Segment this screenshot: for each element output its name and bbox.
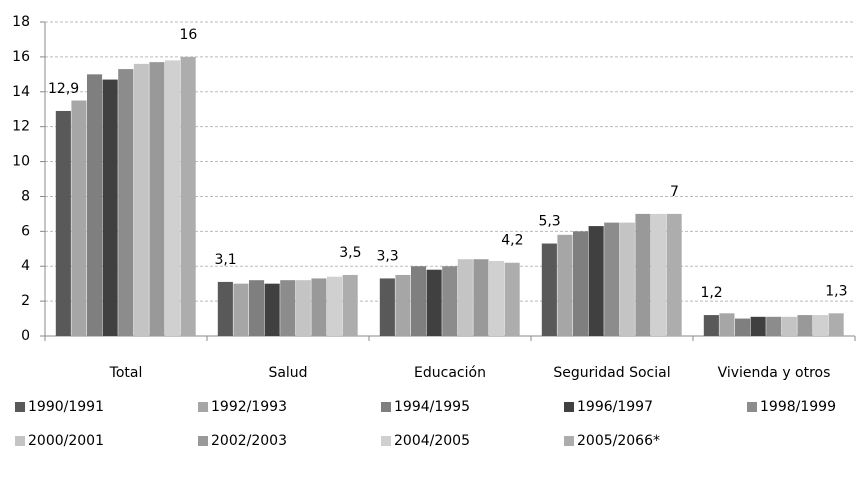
- legend-swatch: [15, 436, 25, 446]
- y-tick-label: 8: [21, 188, 30, 204]
- y-tick-label: 2: [21, 293, 30, 309]
- bar: [426, 269, 442, 336]
- bar: [651, 213, 667, 336]
- bar: [217, 281, 233, 336]
- legend-swatch: [564, 436, 574, 446]
- x-tick-label: Seguridad Social: [553, 365, 670, 381]
- bar: [180, 56, 196, 337]
- x-tick-label: Vivienda y otros: [718, 365, 831, 381]
- bar: [719, 313, 735, 336]
- legend-swatch: [198, 402, 208, 412]
- legend-label: 2000/2001: [28, 433, 104, 449]
- bar: [828, 313, 844, 336]
- y-tick-label: 6: [21, 223, 30, 239]
- legend-label: 2004/2005: [394, 433, 470, 449]
- bar: [55, 110, 71, 336]
- data-label: 5,3: [538, 214, 560, 230]
- y-tick-label: 12: [12, 119, 30, 135]
- bar: [249, 280, 265, 336]
- data-label: 3,3: [376, 248, 398, 264]
- bar: [411, 266, 427, 336]
- bar: [750, 316, 766, 336]
- bar: [703, 315, 719, 336]
- data-label: 3,1: [214, 252, 236, 268]
- bar: [457, 259, 473, 336]
- bar: [149, 62, 165, 336]
- bar: [280, 280, 296, 336]
- bar: [489, 260, 505, 336]
- bar: [766, 316, 782, 336]
- bar: [295, 280, 311, 336]
- bar: [133, 63, 149, 336]
- y-tick-label: 18: [12, 14, 30, 30]
- bar: [342, 274, 358, 336]
- y-tick-label: 10: [12, 154, 30, 170]
- bar: [327, 276, 343, 336]
- legend-label: 1994/1995: [394, 399, 470, 415]
- bar: [573, 231, 589, 336]
- legend-label: 1990/1991: [28, 399, 104, 415]
- x-tick-label: Educación: [414, 365, 486, 381]
- legend-swatch: [198, 436, 208, 446]
- legend-swatch: [564, 402, 574, 412]
- data-label: 12,9: [48, 81, 79, 97]
- y-tick-label: 16: [12, 49, 30, 65]
- bar: [71, 100, 87, 336]
- bar: [619, 222, 635, 336]
- bar: [102, 79, 118, 337]
- y-tick-label: 4: [21, 258, 30, 274]
- bar: [797, 315, 813, 336]
- legend-label: 2002/2003: [211, 433, 287, 449]
- legend-swatch: [381, 436, 391, 446]
- data-label: 7: [670, 184, 679, 200]
- data-label: 16: [179, 27, 197, 43]
- bar: [541, 243, 557, 336]
- legend-swatch: [747, 402, 757, 412]
- bar: [666, 213, 682, 336]
- data-label: 1,3: [825, 283, 847, 299]
- bar: [813, 315, 829, 336]
- y-tick-label: 14: [12, 84, 30, 100]
- bar: [504, 262, 520, 336]
- legend-label: 1992/1993: [211, 399, 287, 415]
- data-label: 3,5: [339, 245, 361, 261]
- bar: [635, 213, 651, 336]
- bar: [442, 266, 458, 336]
- y-tick-label: 0: [21, 328, 30, 344]
- x-tick-label: Salud: [268, 365, 307, 381]
- bar: [118, 69, 134, 336]
- bar: [311, 278, 327, 336]
- bar: [735, 318, 751, 336]
- legend-label: 2005/2066*: [577, 433, 660, 449]
- bar: [781, 316, 797, 336]
- bar: [87, 74, 103, 336]
- bar: [165, 60, 181, 336]
- legend-label: 1998/1999: [760, 399, 836, 415]
- bar: [233, 283, 249, 336]
- data-label: 4,2: [501, 233, 523, 249]
- bar: [379, 278, 395, 336]
- legend-swatch: [381, 402, 391, 412]
- bar: [557, 234, 573, 336]
- data-label: 1,2: [700, 285, 722, 301]
- bar: [264, 283, 280, 336]
- x-tick-label: Total: [109, 365, 143, 381]
- bar: [588, 226, 604, 336]
- legend-swatch: [15, 402, 25, 412]
- legend-label: 1996/1997: [577, 399, 653, 415]
- bar: [473, 259, 489, 336]
- bar: [604, 222, 620, 336]
- bar: [395, 274, 411, 336]
